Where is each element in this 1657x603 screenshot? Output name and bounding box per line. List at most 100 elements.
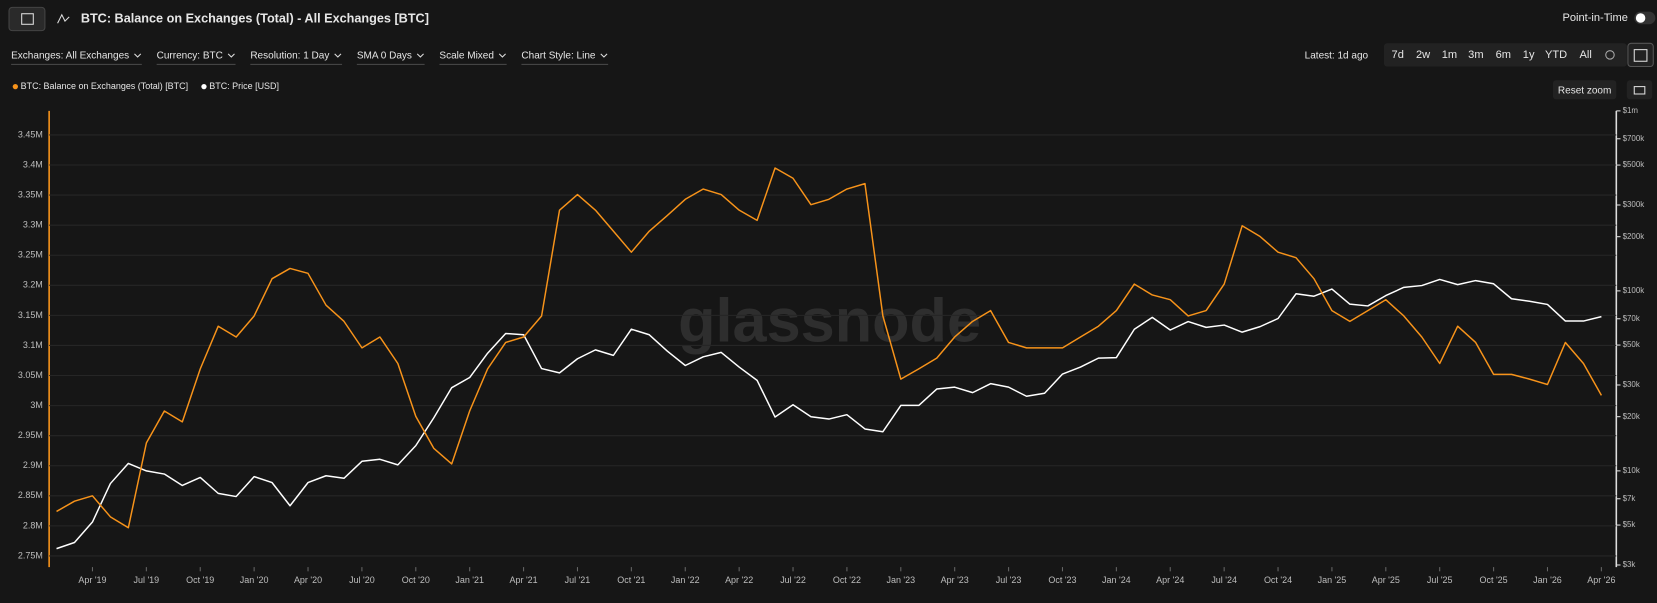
x-tick-label: Jul '21 [565, 575, 591, 585]
filter[interactable]: Currency: BTC [157, 51, 223, 62]
chevron [416, 53, 424, 58]
y2-tick-label: $30k [1623, 380, 1640, 389]
y2-tick-label: $100k [1623, 286, 1645, 295]
toggle-knob [1635, 13, 1646, 23]
reset-zoom-button[interactable] [1552, 80, 1617, 100]
x-tick-label: Apr '20 [294, 575, 322, 585]
range-button[interactable]: 1m [1442, 49, 1457, 61]
chevron [227, 53, 235, 58]
series-line [56, 278, 1602, 550]
x-tick-label: Apr '25 [1372, 575, 1400, 585]
range-bar [1383, 43, 1627, 67]
y2-tick-label: $20k [1623, 412, 1640, 421]
point-in-time: Point-in-Time [1562, 12, 1627, 24]
y2-tick-label: $1m [1623, 106, 1639, 115]
legend-dot [12, 83, 18, 90]
filter[interactable]: SMA 0 Days [357, 51, 412, 62]
sidebar-icon [21, 13, 34, 25]
x-tick-label: Oct '21 [617, 575, 645, 585]
filter[interactable]: Exchanges: All Exchanges [11, 51, 129, 62]
x-tick-label: Jul '24 [1211, 575, 1237, 585]
x-tick-label: Oct '23 [1048, 575, 1076, 585]
filter[interactable]: Chart Style: Line [521, 51, 595, 62]
range-button[interactable]: YTD [1545, 49, 1567, 61]
zoom-icon [1605, 50, 1615, 60]
reset-zoom: Reset zoom [1558, 85, 1611, 96]
x-tick-label: Apr '22 [725, 575, 753, 585]
calendar-icon [1633, 49, 1648, 62]
x-tick-label: Jul '19 [134, 575, 160, 585]
x-tick-label: Jan '23 [886, 575, 915, 585]
y-tick-label: 2.8M [23, 520, 43, 530]
x-tick-label: Oct '20 [402, 575, 430, 585]
y-tick-label: 3.2M [23, 280, 43, 290]
y2-tick-label: $10k [1623, 466, 1640, 475]
y-tick-label: 2.95M [18, 430, 43, 440]
x-tick-label: Jan '21 [455, 575, 484, 585]
y-tick-label: 2.85M [18, 490, 43, 500]
range-button[interactable]: 1y [1523, 49, 1535, 61]
chevron [498, 53, 506, 58]
y2-tick-label: $7k [1623, 494, 1636, 503]
y-tick-label: 3.1M [23, 340, 43, 350]
y2-tick-label: $500k [1623, 160, 1645, 169]
x-tick-label: Jul '23 [996, 575, 1022, 585]
chevron [334, 53, 342, 58]
latest: Latest: 1d ago [1305, 51, 1369, 62]
y-tick-label: 3.35M [18, 189, 43, 199]
y-tick-label: 3.45M [18, 129, 43, 139]
y-tick-label: 3.3M [23, 220, 43, 230]
range-button[interactable]: 3m [1468, 49, 1483, 61]
watermark: glassnode [678, 286, 981, 354]
x-tick-label: Oct '22 [833, 575, 861, 585]
x-tick-label: Apr '24 [1156, 575, 1184, 585]
y2-tick-label: $70k [1623, 314, 1640, 323]
y2-tick-label: $200k [1623, 232, 1645, 241]
x-tick-label: Apr '21 [510, 575, 538, 585]
sidebar-toggle[interactable] [8, 6, 46, 32]
y-tick-label: 2.9M [23, 460, 43, 470]
range-button[interactable]: 2w [1416, 49, 1431, 61]
series-line [56, 167, 1603, 529]
range-button[interactable]: 7d [1392, 49, 1404, 61]
x-tick-label: Apr '23 [941, 575, 969, 585]
x-tick-label: Jul '22 [780, 575, 806, 585]
y-tick-label: 3.25M [18, 250, 43, 260]
y2-tick-label: $3k [1623, 560, 1636, 569]
x-tick-label: Jan '26 [1533, 575, 1562, 585]
camera-button[interactable] [1626, 80, 1653, 100]
x-tick-label: Apr '19 [78, 575, 106, 585]
y-tick-label: 2.75M [18, 550, 43, 560]
x-tick-label: Apr '26 [1587, 575, 1615, 585]
x-tick-label: Oct '25 [1480, 575, 1508, 585]
chart-icon [57, 13, 70, 24]
legend-label[interactable]: BTC: Balance on Exchanges (Total) [BTC] [21, 81, 189, 91]
legend-label[interactable]: BTC: Price [USD] [209, 81, 279, 91]
calendar-button[interactable] [1627, 42, 1654, 68]
filter[interactable]: Scale Mixed [439, 51, 494, 62]
chevron [600, 53, 608, 58]
x-tick-label: Oct '24 [1264, 575, 1292, 585]
filter[interactable]: Resolution: 1 Day [250, 51, 329, 62]
range-button[interactable]: All [1580, 49, 1592, 61]
x-tick-label: Jan '22 [671, 575, 700, 585]
x-tick-label: Jul '25 [1427, 575, 1453, 585]
y-tick-label: 3M [30, 400, 42, 410]
camera-icon [1633, 86, 1646, 95]
x-tick-label: Jan '20 [240, 575, 269, 585]
y2-tick-label: $50k [1623, 340, 1640, 349]
y-tick-label: 3.15M [18, 310, 43, 320]
x-tick-label: Oct '19 [186, 575, 214, 585]
legend-dot [201, 83, 207, 90]
x-tick-label: Jan '24 [1102, 575, 1131, 585]
y2-tick-label: $5k [1623, 520, 1636, 529]
range-button[interactable]: 6m [1496, 49, 1511, 61]
title: BTC: Balance on Exchanges (Total) - All … [81, 11, 429, 25]
x-tick-label: Jul '20 [349, 575, 375, 585]
y-tick-label: 3.4M [23, 159, 43, 169]
y2-tick-label: $700k [1623, 134, 1645, 143]
y2-tick-label: $300k [1623, 200, 1645, 209]
